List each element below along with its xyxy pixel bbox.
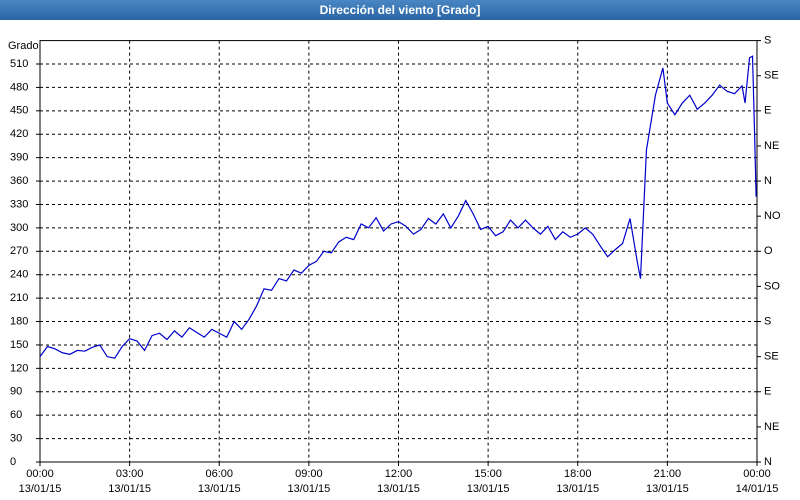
y2-tick-label: N <box>764 175 772 187</box>
x-tick-label: 15:00 13/01/15 <box>466 468 510 495</box>
y2-tick-label: O <box>764 245 773 257</box>
y2-tick-label: NE <box>764 421 779 433</box>
y-tick-label: 330 <box>10 198 28 210</box>
y-tick-label: 360 <box>10 175 28 187</box>
x-tick-label: 06:00 13/01/15 <box>197 468 241 495</box>
y-tick-label: 270 <box>10 245 28 257</box>
y2-tick-label: E <box>764 386 771 398</box>
y-tick-label: 60 <box>10 409 22 421</box>
y-tick-label: 480 <box>10 81 28 93</box>
x-tick-label: 00:00 13/01/15 <box>18 468 62 495</box>
y-tick-label: 420 <box>10 128 28 140</box>
plot-frame <box>39 40 758 463</box>
y-tick-label: 210 <box>10 292 28 304</box>
x-tick-label: 09:00 13/01/15 <box>287 468 331 495</box>
y2-tick-label: SE <box>764 351 779 363</box>
x-tick-label: 18:00 13/01/15 <box>556 468 600 495</box>
y-tick-label: 0 <box>10 456 16 468</box>
y2-tick-label: E <box>764 105 771 117</box>
y-tick-label: 390 <box>10 152 28 164</box>
x-tick-label: 21:00 13/01/15 <box>645 468 689 495</box>
x-tick-label: 00:00 14/01/15 <box>735 468 779 495</box>
y2-tick-label: SE <box>764 70 779 82</box>
y2-tick-label: SO <box>764 280 780 292</box>
y2-tick-label: N <box>764 456 772 468</box>
y2-tick-label: S <box>764 315 771 327</box>
y2-tick-label: NE <box>764 140 779 152</box>
x-tick-label: 12:00 13/01/15 <box>377 468 420 495</box>
title-bar: Dirección del viento [Grado] <box>0 0 800 20</box>
y-tick-label: 90 <box>10 386 22 398</box>
y-tick-label: 450 <box>10 105 28 117</box>
data-line <box>39 55 757 359</box>
y-tick-label: 240 <box>10 269 28 281</box>
y2-tick-label: S <box>764 35 771 47</box>
y-tick-label: 180 <box>10 315 28 327</box>
y-tick-label: 510 <box>10 58 28 70</box>
x-tick-label: 03:00 13/01/15 <box>108 468 152 495</box>
y-tick-label: 300 <box>10 222 28 234</box>
y-axis-label: Grado <box>8 40 39 52</box>
y-tick-label: 150 <box>10 339 28 351</box>
y2-tick-label: NO <box>764 210 781 222</box>
y-tick-label: 120 <box>10 362 28 374</box>
y-tick-label: 30 <box>10 432 22 444</box>
